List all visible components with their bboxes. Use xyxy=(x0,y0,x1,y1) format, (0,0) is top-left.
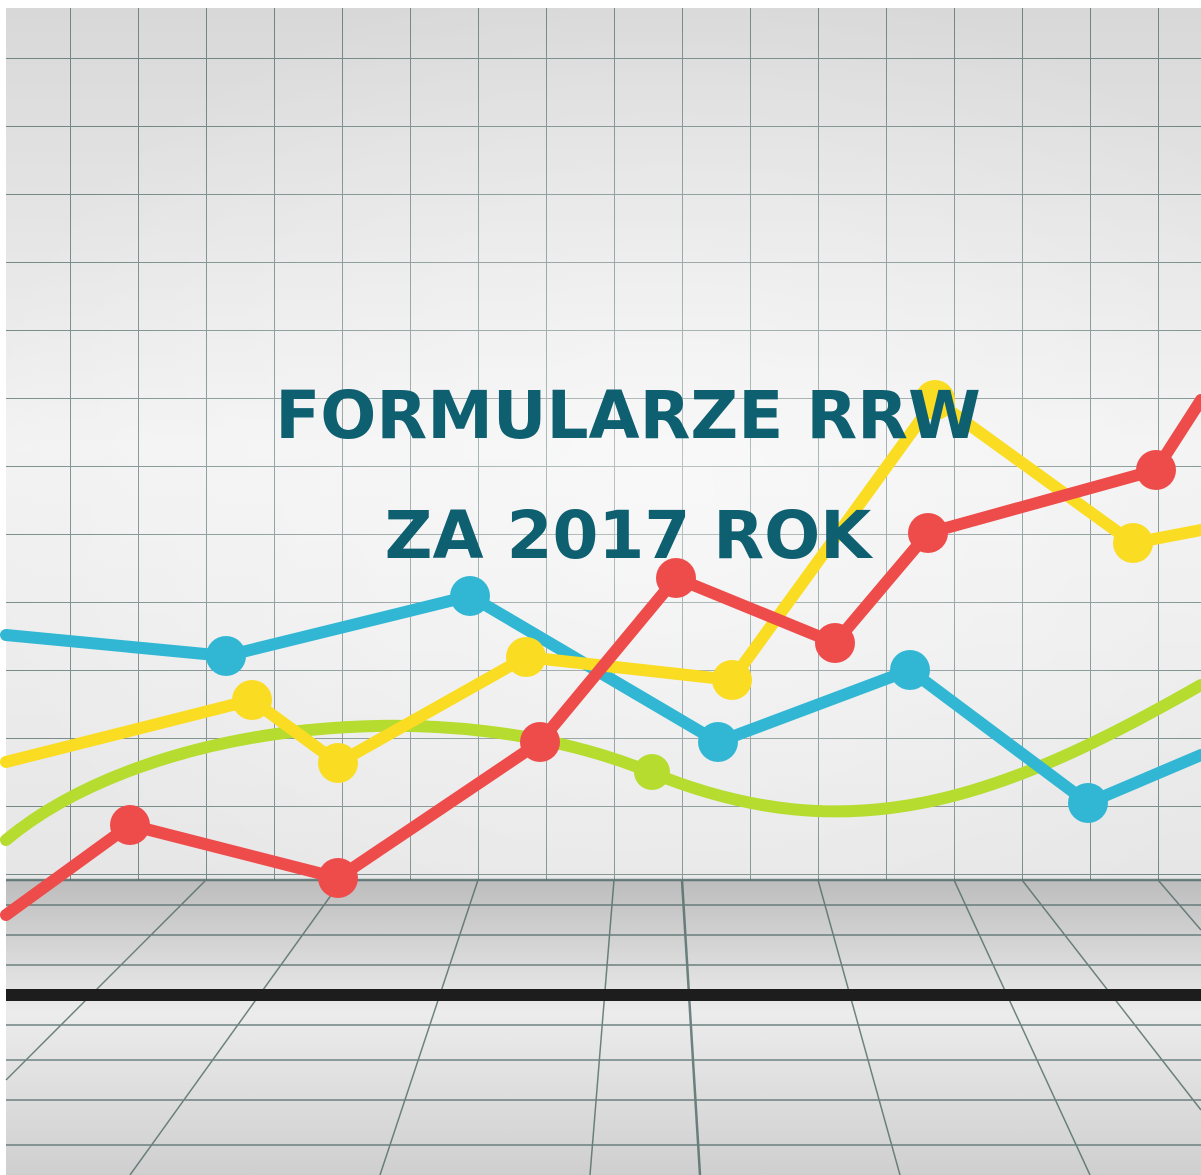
dot xyxy=(450,576,490,616)
dot xyxy=(1113,523,1153,563)
dot xyxy=(712,660,752,700)
dot xyxy=(520,722,560,762)
dot xyxy=(890,650,930,690)
dot xyxy=(1136,450,1176,490)
background xyxy=(6,8,1201,1175)
dot xyxy=(698,722,738,762)
banner: FORMULARZE RRW ZA 2017 ROK xyxy=(0,0,1201,1175)
title-line: FORMULARZE RRW xyxy=(275,377,981,454)
dot xyxy=(908,513,948,553)
page: {"title": {"lines": ["FORMULARZE RRW", "… xyxy=(0,0,1201,1175)
dot xyxy=(1068,783,1108,823)
dot xyxy=(110,805,150,845)
title-line: ZA 2017 ROK xyxy=(385,497,875,574)
dot xyxy=(634,754,670,790)
dot xyxy=(815,623,855,663)
dot xyxy=(318,743,358,783)
dot xyxy=(506,637,546,677)
dot xyxy=(318,858,358,898)
dot xyxy=(206,636,246,676)
dot xyxy=(232,680,272,720)
